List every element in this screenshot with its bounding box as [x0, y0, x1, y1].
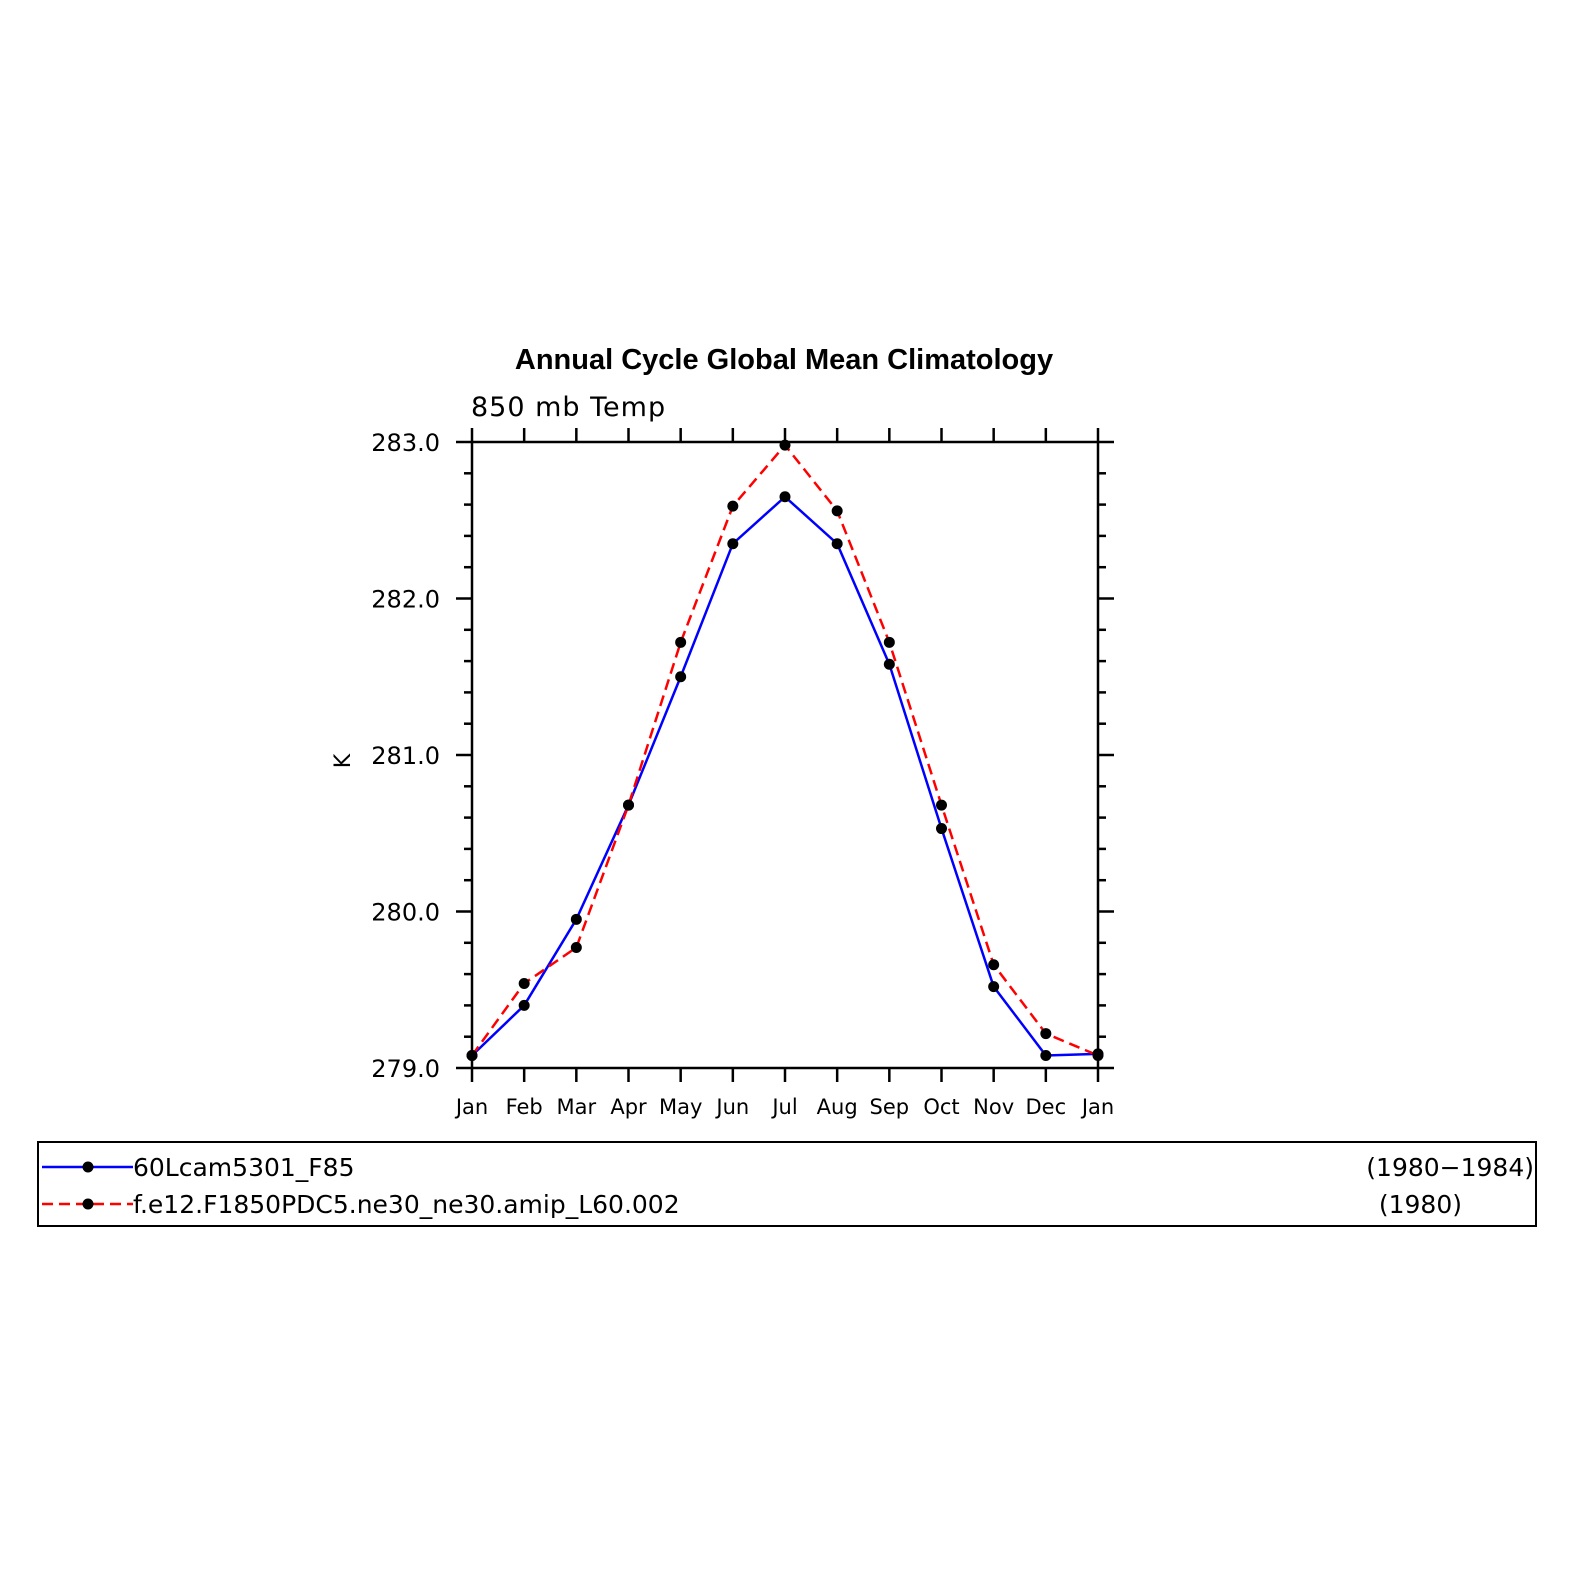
series-1-point — [831, 538, 843, 550]
plot-area: Jan Feb Mar Apr May Jun Jul Aug Sep Oct Nov Dec Jan 2… — [371, 428, 1114, 1119]
series-2-point — [623, 799, 634, 811]
legend-years-2: (1980) — [1379, 1190, 1462, 1219]
series-2-point — [570, 941, 582, 953]
x-tick-label: Oct — [923, 1095, 959, 1119]
legend-marker-2 — [82, 1198, 94, 1210]
legend-label-1: 60Lcam5301_F85 — [133, 1153, 354, 1182]
x-tick-label: Mar — [557, 1095, 597, 1119]
x-tick-label: Sep — [870, 1095, 910, 1119]
legend-label-2: f.e12.F1850PDC5.ne30_ne30.amip_L60.002 — [133, 1190, 680, 1219]
series-2-point — [988, 959, 1000, 971]
series-1-point — [883, 658, 895, 670]
series-1-point — [675, 671, 687, 683]
y-axis-label: K — [331, 753, 356, 768]
series-2-point — [831, 505, 843, 517]
series-1-point — [1040, 1049, 1052, 1061]
series-2-point — [779, 439, 791, 451]
chart-subtitle: 850 mb Temp — [471, 392, 666, 423]
series-2-point — [883, 636, 895, 648]
y-tick-label: 281.0 — [371, 742, 440, 770]
plot-frame — [470, 440, 1100, 1070]
series-2-point — [518, 977, 530, 989]
series-2-point — [466, 1049, 478, 1061]
legend-box — [37, 1141, 1537, 1227]
series-2-point — [675, 636, 687, 648]
legend-marker-1 — [82, 1161, 94, 1173]
x-tick-label: Feb — [506, 1095, 543, 1119]
x-tick-label: Dec — [1026, 1095, 1067, 1119]
series-1-point — [518, 999, 530, 1011]
series-1-point — [570, 913, 582, 925]
legend-years-1: (1980−1984) — [1366, 1153, 1534, 1182]
legend: 60Lcam5301_F85 (1980−1984) f.e12.F1850PDC5… — [37, 1141, 1537, 1227]
y-tick-label: 282.0 — [371, 586, 440, 614]
y-tick-label: 280.0 — [371, 899, 440, 927]
series-line-1 — [471, 495, 1099, 1057]
y-tick-label: 279.0 — [371, 1055, 440, 1083]
series-2-point — [1092, 1049, 1104, 1061]
series-1-point — [779, 491, 791, 503]
series-2-point — [936, 799, 947, 811]
series-line-2 — [470, 443, 1099, 1057]
series-1-point — [988, 981, 1000, 993]
x-tick-label: Jan — [454, 1095, 488, 1119]
series-1-point — [727, 538, 739, 550]
x-tick-label: Jul — [770, 1095, 797, 1119]
x-tick-label: May — [659, 1095, 702, 1119]
x-tick-label: Apr — [610, 1095, 647, 1119]
x-tick-label: Nov — [973, 1095, 1014, 1119]
series-1-point — [936, 823, 947, 835]
y-tick-label: 283.0 — [371, 429, 440, 457]
x-tick-label: Aug — [817, 1095, 858, 1119]
chart-title: Annual Cycle Global Mean Climatology — [515, 344, 1053, 376]
x-tick-label: Jan — [1080, 1095, 1114, 1119]
series-2-point — [1040, 1028, 1052, 1040]
series-2-point — [727, 500, 739, 512]
x-tick-label: Jun — [714, 1095, 749, 1119]
